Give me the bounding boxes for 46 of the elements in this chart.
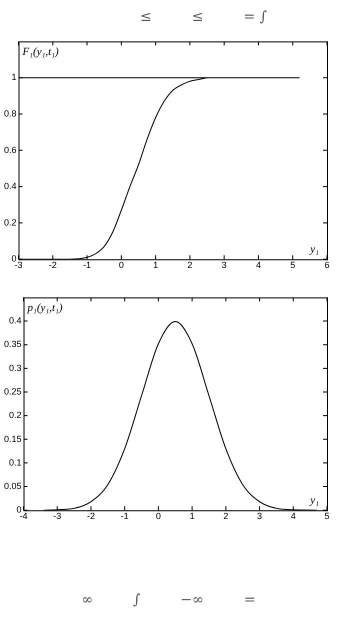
x-tick-label: 5	[324, 511, 330, 522]
text: =	[244, 592, 256, 608]
x-tick-label: 2	[187, 260, 192, 270]
y-tick-label: 0	[16, 504, 22, 515]
x-tick-label: 1	[190, 511, 195, 522]
text: −∞	[180, 592, 204, 608]
y-tick-label: 0.8	[4, 108, 17, 118]
x-tick-label: 4	[290, 511, 296, 522]
y-tick-label: 0.6	[4, 144, 17, 155]
y-tick-label: 0	[11, 254, 17, 264]
x-tick-label: 3	[257, 511, 262, 522]
y-tick-label: 0.4	[4, 181, 17, 192]
x-tick-label: -2	[86, 511, 95, 522]
x-tick-label: 5	[290, 260, 296, 270]
y-tick-label: 0.2	[9, 410, 22, 420]
y-tick-label: 0.2	[4, 217, 17, 228]
y-tick-label: 0.3	[9, 362, 22, 373]
x-tick-label: -1	[83, 260, 92, 270]
y-tick-label: 0.05	[4, 481, 22, 492]
text: = ∫	[243, 9, 267, 25]
x-tick-label: 0	[156, 511, 161, 522]
x-axis-title: y₁	[309, 244, 320, 256]
x-tick-label: -4	[20, 511, 28, 522]
y-tick-label: 0.4	[9, 316, 22, 326]
x-tick-label: -1	[120, 511, 129, 522]
x-tick-label: 4	[256, 260, 261, 270]
y-tick-label: 0.35	[4, 339, 22, 350]
y-tick-label: 0.25	[4, 386, 22, 396]
text: ∞	[81, 592, 94, 608]
x-tick-label: -3	[53, 511, 62, 522]
y-axis-title: F₁(y₁,t₁)	[22, 46, 60, 58]
x-tick-label: -2	[48, 260, 57, 270]
y-tick-label: 1	[11, 72, 17, 82]
y-tick-label: 0.15	[4, 434, 22, 444]
x-tick-label: 1	[153, 260, 158, 270]
x-tick-label: 6	[324, 260, 330, 270]
x-tick-label: 0	[118, 260, 124, 270]
x-axis-title: y₁	[309, 494, 320, 507]
x-tick-label: 3	[222, 260, 227, 270]
text: ≤	[140, 9, 152, 25]
y-axis-title: p₁(y₁,t₁)	[26, 302, 63, 314]
text: ∫	[133, 592, 140, 608]
x-tick-label: -3	[14, 260, 23, 270]
text: ≤	[192, 9, 204, 25]
y-tick-label: 0.1	[9, 457, 22, 468]
x-tick-label: 2	[223, 511, 228, 522]
